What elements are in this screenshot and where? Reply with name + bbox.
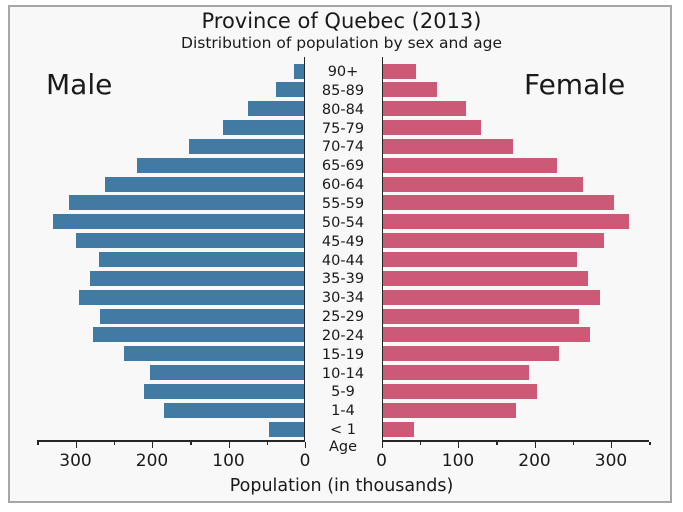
male-bar (143, 383, 305, 399)
female-bar (381, 101, 466, 117)
major-tick (534, 441, 536, 448)
female-bar (381, 157, 557, 173)
age-tick-label: 5-9 (331, 384, 355, 401)
minor-tick (572, 441, 575, 446)
female-bar (381, 421, 415, 437)
female-bar (381, 327, 591, 343)
age-tick-label: 50-54 (321, 214, 365, 231)
female-bar (381, 82, 438, 98)
female-bar (381, 138, 514, 154)
male-bar (188, 138, 305, 154)
female-bar (381, 383, 537, 399)
x-tick-label: 300 (59, 451, 92, 471)
chart-subtitle: Distribution of population by sex and ag… (181, 34, 502, 52)
major-tick (75, 441, 77, 448)
chart-title: Province of Quebec (2013) (201, 9, 482, 33)
male-bar (275, 82, 305, 98)
minor-tick (649, 441, 651, 446)
minor-tick (190, 441, 192, 446)
minor-tick (419, 441, 422, 446)
female-group-label: Female (524, 68, 626, 101)
male-bar (123, 346, 305, 362)
age-tick-label: 80-84 (321, 101, 365, 118)
age-tick-label: 75-79 (321, 120, 365, 137)
female-bar (381, 233, 605, 249)
male-bar (149, 365, 305, 381)
age-tick-label: 10-14 (321, 365, 365, 382)
male-bar (105, 176, 305, 192)
age-tick-label: 35-39 (321, 271, 365, 288)
right-x-axis-line (381, 440, 650, 442)
female-bar (381, 289, 600, 305)
male-bar (248, 101, 305, 117)
male-bar (69, 195, 305, 211)
major-tick (305, 441, 307, 448)
age-tick-label: 20-24 (321, 327, 365, 344)
female-bar (381, 195, 615, 211)
male-bar (137, 157, 305, 173)
age-tick-label: 30-34 (321, 290, 365, 307)
x-tick-label: 200 (518, 451, 551, 471)
age-tick-label: 60-64 (321, 177, 365, 194)
male-bar (90, 270, 305, 286)
male-bar (99, 308, 305, 324)
age-tick-label: 1-4 (331, 403, 355, 420)
female-bar (381, 402, 517, 418)
age-tick-label: 70-74 (321, 139, 365, 156)
left-x-axis-line (37, 440, 305, 442)
major-tick (611, 441, 613, 448)
female-bar (381, 270, 589, 286)
major-tick (152, 441, 154, 448)
female-bar (381, 365, 530, 381)
age-tick-label: 90+ (327, 64, 359, 80)
male-bar (99, 252, 305, 267)
male-group-label: Male (46, 68, 113, 101)
x-tick-label: 100 (441, 451, 475, 471)
x-tick-label: 200 (135, 451, 169, 471)
age-tick-label: < 1 (330, 422, 356, 439)
x-tick-label: 100 (212, 451, 245, 471)
x-tick-label: 0 (376, 451, 387, 471)
x-axis-title: Population (in thousands) (229, 476, 454, 496)
x-tick-label: 0 (299, 451, 311, 471)
female-bar (381, 346, 559, 362)
major-tick (228, 441, 230, 448)
left-plot-inner-spine (304, 57, 306, 440)
age-tick-label: 15-19 (321, 346, 365, 363)
age-tick-label: 55-59 (321, 195, 365, 212)
male-bar (223, 120, 305, 136)
male-bar (93, 327, 305, 343)
age-tick-label: 45-49 (321, 233, 365, 250)
male-bar (293, 63, 305, 79)
female-bar (381, 176, 583, 192)
female-bar (381, 63, 416, 79)
male-bar (79, 289, 305, 305)
age-tick-label: 85-89 (321, 82, 365, 99)
age-tick-label: 65-69 (321, 158, 365, 175)
female-bar (381, 308, 579, 324)
age-axis-title: Age (328, 439, 358, 455)
female-bar (381, 214, 630, 230)
x-tick-label: 300 (594, 451, 628, 471)
age-tick-label: 25-29 (321, 309, 365, 326)
male-bar (53, 214, 305, 230)
major-tick (381, 441, 383, 448)
age-tick-label: 40-44 (321, 252, 365, 269)
female-bar (381, 252, 577, 267)
minor-tick (266, 441, 269, 446)
female-bar (381, 120, 481, 136)
male-bar (75, 233, 305, 249)
male-bar (269, 421, 305, 437)
minor-tick (37, 441, 39, 446)
minor-tick (496, 441, 498, 446)
right-plot-inner-spine (381, 57, 383, 440)
major-tick (458, 441, 460, 448)
male-bar (164, 402, 305, 418)
minor-tick (113, 441, 116, 446)
